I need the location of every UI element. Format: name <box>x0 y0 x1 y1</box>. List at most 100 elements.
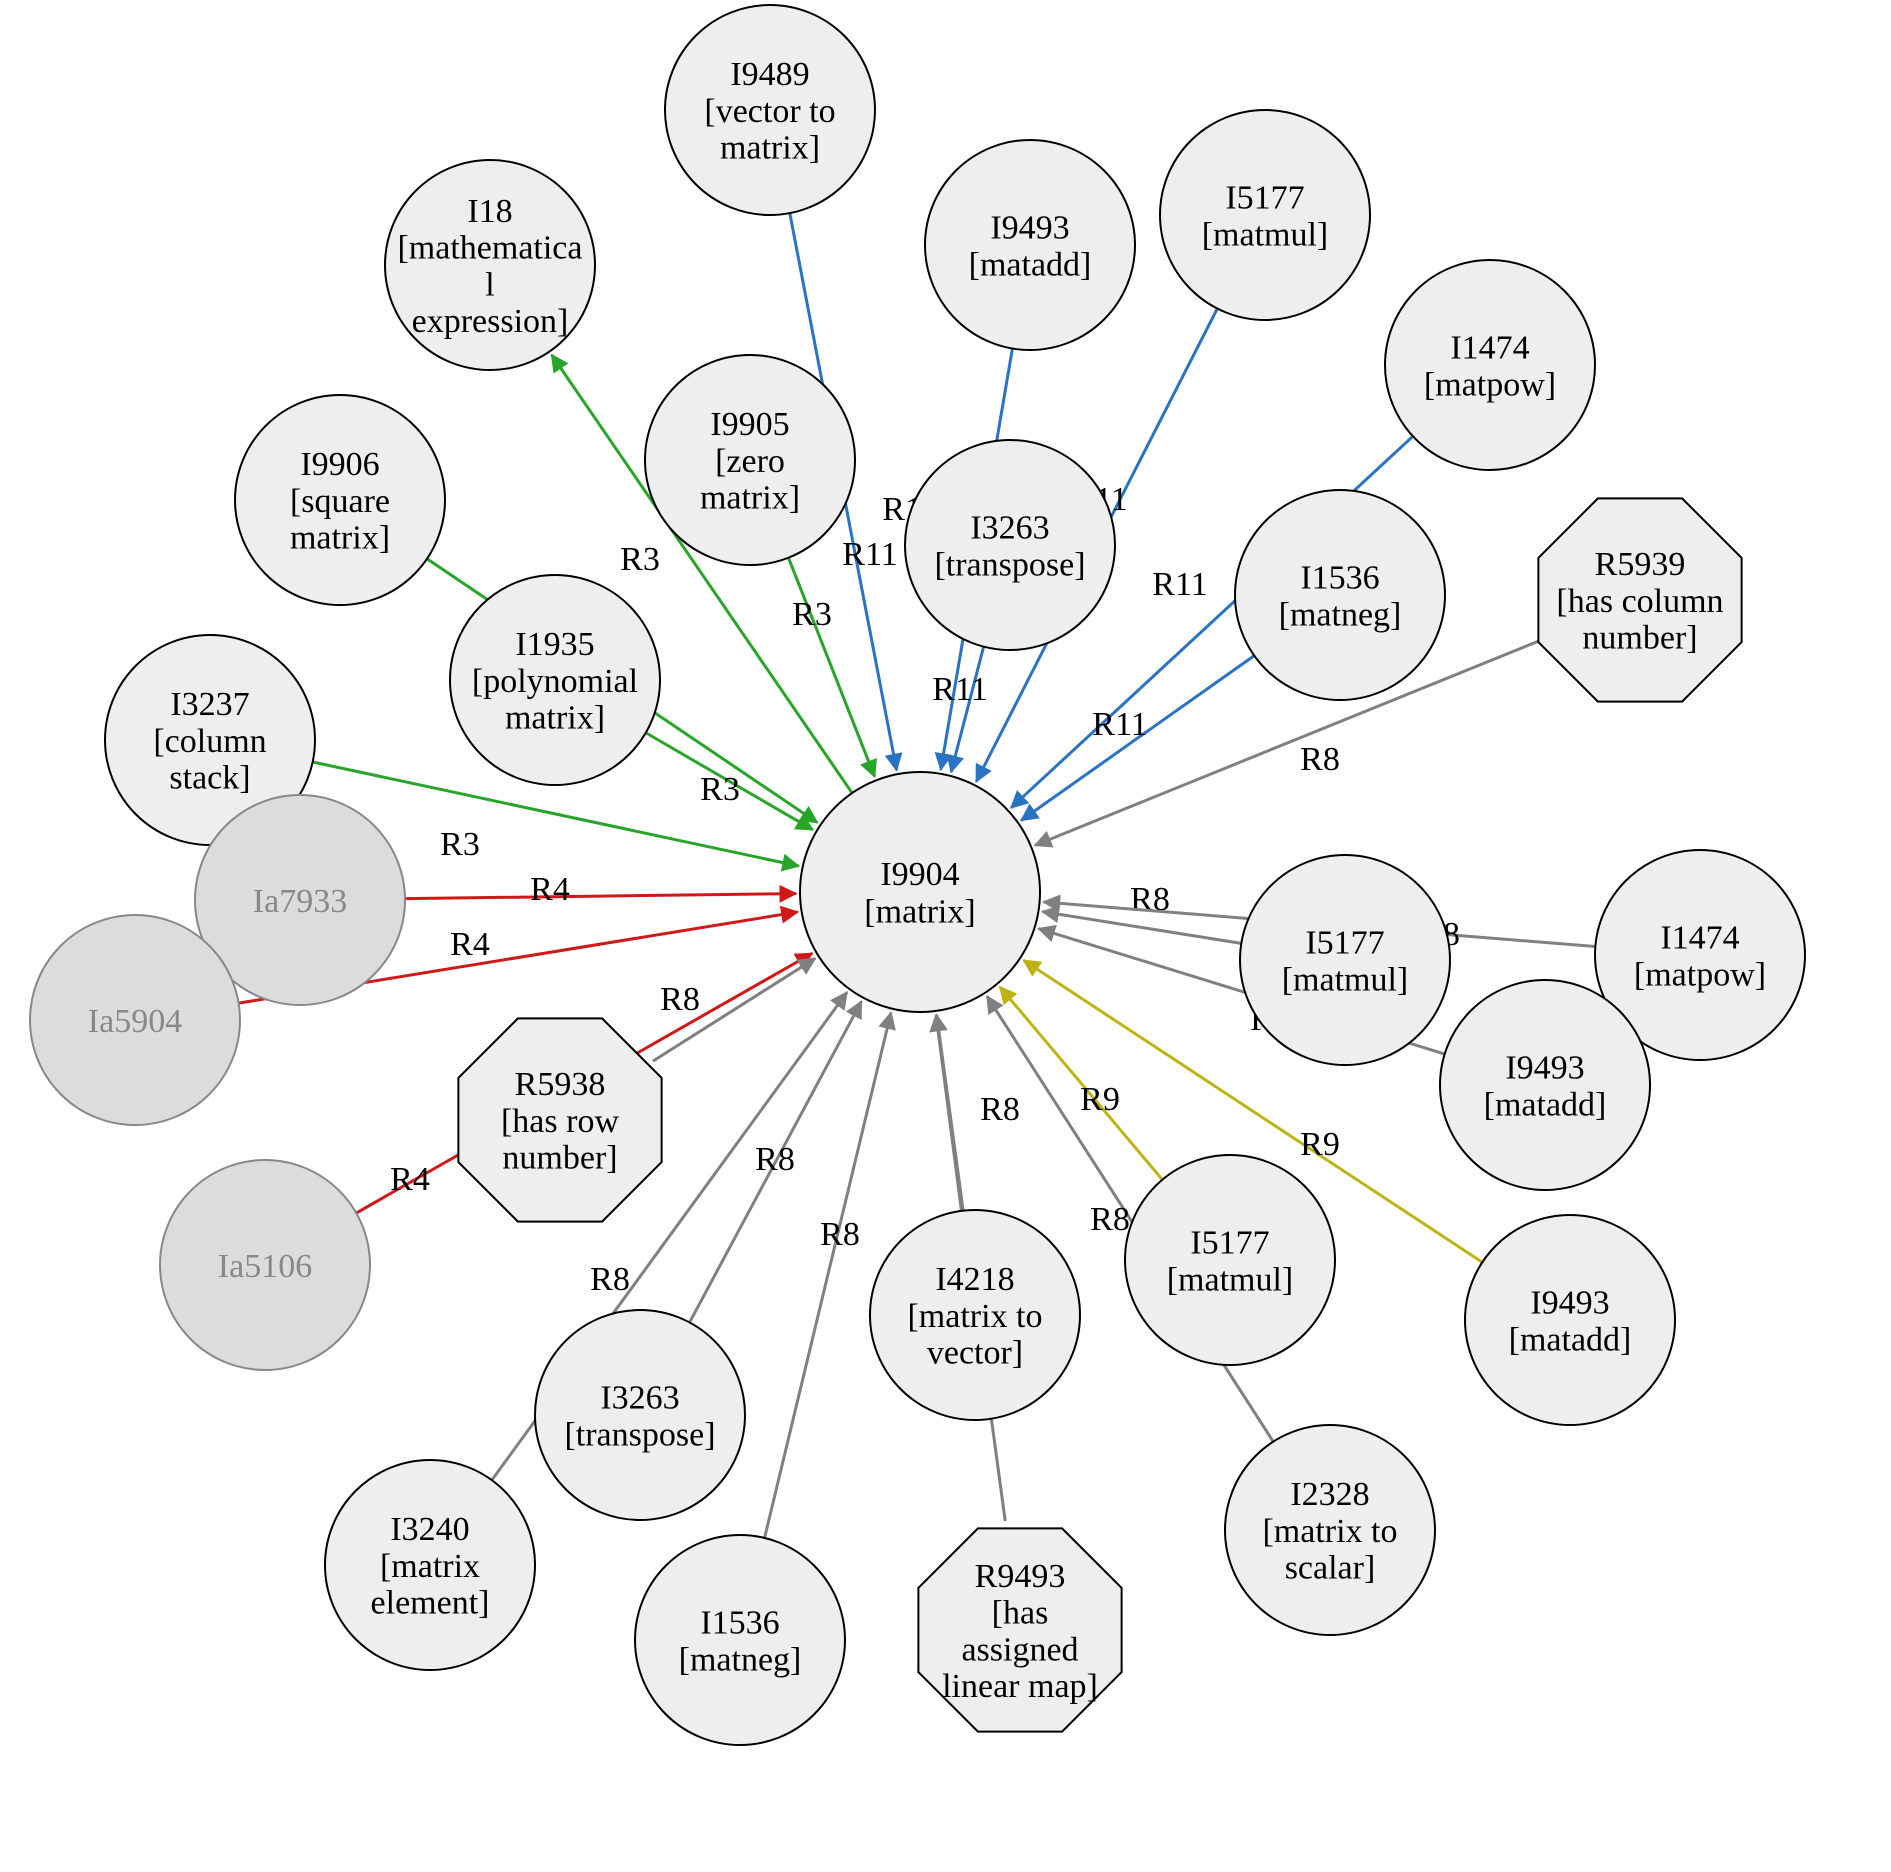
node-label: [matpow] <box>1634 956 1766 993</box>
node-I2328: I2328[matrix toscalar] <box>1225 1425 1435 1635</box>
node-I1474t: I1474[matpow] <box>1385 260 1595 470</box>
node-label: R5938 <box>515 1066 606 1103</box>
node-label: I9493 <box>990 210 1069 247</box>
node-label: [matmul] <box>1282 961 1409 998</box>
edge-label: R9 <box>1300 1126 1340 1163</box>
node-I9493m: I9493[matadd] <box>1440 980 1650 1190</box>
edge <box>405 894 796 899</box>
node-label: vector] <box>927 1335 1023 1372</box>
node-label: [has column <box>1556 583 1723 620</box>
node-label: I9493 <box>1505 1050 1584 1087</box>
node-I4218: I4218[matrix tovector] <box>870 1210 1080 1420</box>
edge-label: R11 <box>1152 566 1207 603</box>
node-I3263t: I3263[transpose] <box>905 440 1115 650</box>
node-label: [matrix to <box>907 1298 1042 1335</box>
node-label: matrix] <box>720 130 820 167</box>
node-label: I2328 <box>1290 1476 1369 1513</box>
node-label: [matadd] <box>1484 1086 1607 1123</box>
node-label: I1474 <box>1450 330 1529 367</box>
node-label: I1536 <box>1300 560 1379 597</box>
node-label: I9493 <box>1530 1285 1609 1322</box>
node-I9493b: I9493[matadd] <box>1465 1215 1675 1425</box>
node-I5177t: I5177[matmul] <box>1160 110 1370 320</box>
node-I9905: I9905[zeromatrix] <box>645 355 855 565</box>
edge <box>765 1013 891 1538</box>
node-I1536t: I1536[matneg] <box>1235 490 1445 700</box>
node-label: I9906 <box>300 446 379 483</box>
node-I5177m: I5177[matmul] <box>1240 855 1450 1065</box>
node-I5177b: I5177[matmul] <box>1125 1155 1335 1365</box>
node-label: Ia5106 <box>218 1248 312 1285</box>
edge-label: R11 <box>1092 706 1147 743</box>
node-I18: I18[mathematicalexpression] <box>385 160 595 370</box>
node-label: I18 <box>467 193 512 230</box>
node-I9906: I9906[squarematrix] <box>235 395 445 605</box>
edge-label: R8 <box>590 1261 630 1298</box>
edge-label: R4 <box>530 871 570 908</box>
node-label: [matneg] <box>679 1641 802 1678</box>
node-label: Ia5904 <box>88 1003 182 1040</box>
center-node: I9904[matrix] <box>800 772 1040 1012</box>
edge-label: R4 <box>450 926 490 963</box>
node-R9493: R9493[hasassignedlinear map] <box>918 1528 1121 1731</box>
node-Ia5904: Ia5904 <box>30 915 240 1125</box>
node-label: I3263 <box>970 510 1049 547</box>
node-label: I9905 <box>710 406 789 443</box>
edge-label: R9 <box>1080 1081 1120 1118</box>
node-label: I1935 <box>515 626 594 663</box>
node-label: linear map] <box>942 1668 1098 1705</box>
edge-label: R8 <box>755 1141 795 1178</box>
node-label: matrix] <box>290 520 390 557</box>
edge-label: R8 <box>980 1091 1020 1128</box>
node-label: [matrix <box>380 1548 480 1585</box>
node-I9489: I9489[vector tomatrix] <box>665 5 875 215</box>
node-label: [vector to <box>704 93 835 130</box>
node-label: element] <box>371 1585 490 1622</box>
node-label: [zero <box>715 443 785 480</box>
node-label: matrix] <box>700 480 800 517</box>
node-label: [transpose] <box>564 1416 715 1453</box>
node-label: scalar] <box>1285 1550 1376 1587</box>
node-label: [matmul] <box>1167 1261 1294 1298</box>
node-label: [matadd] <box>969 246 1092 283</box>
node-label: [matpow] <box>1424 366 1556 403</box>
node-label: Ia7933 <box>253 883 347 920</box>
node-label: I3263 <box>600 1380 679 1417</box>
node-label: [matadd] <box>1509 1321 1632 1358</box>
node-R5938: R5938[has rownumber] <box>458 1018 661 1221</box>
edge-label: R8 <box>820 1216 860 1253</box>
node-label: assigned <box>961 1631 1078 1668</box>
node-I3263b: I3263[transpose] <box>535 1310 745 1520</box>
node-label: [has <box>992 1595 1049 1632</box>
network-graph: R3R3R3R3R3R4R4R4R11R11R11R11R11R11R8R8R8… <box>0 0 1891 1872</box>
node-label: [matneg] <box>1279 596 1402 633</box>
node-I9493t: I9493[matadd] <box>925 140 1135 350</box>
node-label: I1536 <box>700 1605 779 1642</box>
node-I1935: I1935[polynomialmatrix] <box>450 575 660 785</box>
edge-label: R3 <box>792 596 832 633</box>
node-label: I5177 <box>1190 1225 1269 1262</box>
node-label: I5177 <box>1305 925 1384 962</box>
node-label: [square <box>290 483 390 520</box>
node-label: [transpose] <box>934 546 1085 583</box>
node-label: expression] <box>412 303 569 340</box>
edge-label: R3 <box>440 826 480 863</box>
edge-label: R11 <box>842 536 897 573</box>
node-label: [has row <box>501 1103 619 1140</box>
node-label: I3240 <box>390 1511 469 1548</box>
node-label: I4218 <box>935 1261 1014 1298</box>
node-Ia5106: Ia5106 <box>160 1160 370 1370</box>
node-label: number] <box>502 1140 617 1177</box>
node-label: matrix] <box>505 700 605 737</box>
node-label: [mathematica <box>397 230 582 267</box>
edge <box>951 647 984 772</box>
nodes-layer: I9489[vector tomatrix] I18[mathematicalex… <box>30 5 1805 1745</box>
edge-label: R8 <box>1090 1201 1130 1238</box>
node-I3240: I3240[matrixelement] <box>325 1460 535 1670</box>
node-label: stack] <box>169 760 250 797</box>
node-label: I3237 <box>170 686 249 723</box>
node-I1536b: I1536[matneg] <box>635 1535 845 1745</box>
node-label: R9493 <box>975 1558 1066 1595</box>
node-label: I5177 <box>1225 180 1304 217</box>
node-label: l <box>485 266 494 303</box>
